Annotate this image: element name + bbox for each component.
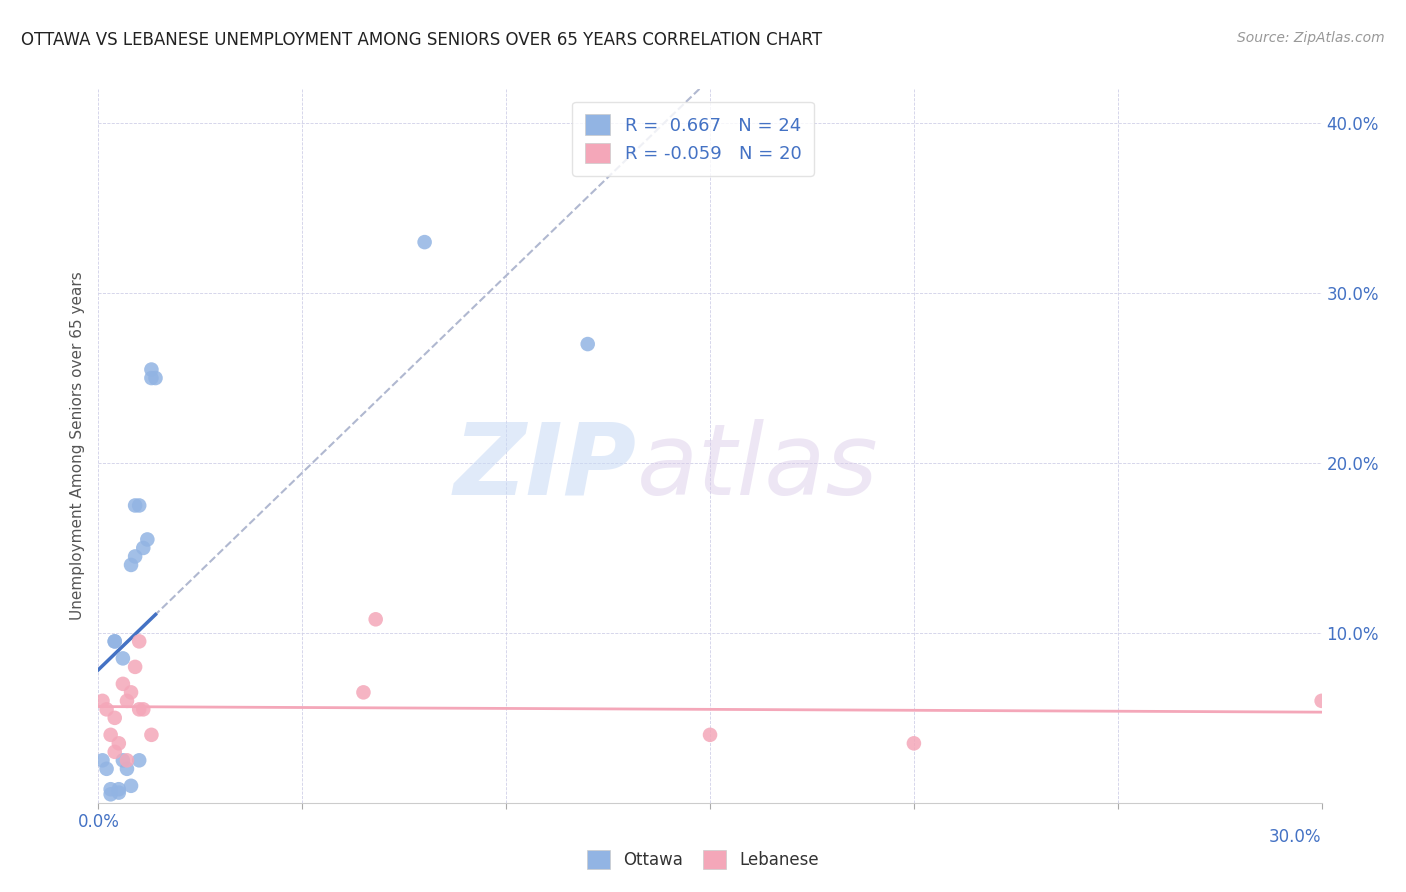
Point	[104, 634, 127, 648]
Point	[145, 371, 167, 385]
Point	[120, 558, 142, 572]
Point	[108, 786, 131, 800]
Point	[104, 745, 127, 759]
Point	[111, 753, 134, 767]
Point	[91, 694, 114, 708]
Legend: R =  0.667   N = 24, R = -0.059   N = 20: R = 0.667 N = 24, R = -0.059 N = 20	[572, 102, 814, 176]
Y-axis label: Unemployment Among Seniors over 65 years: Unemployment Among Seniors over 65 years	[70, 272, 86, 620]
Legend: Ottawa, Lebanese: Ottawa, Lebanese	[576, 840, 830, 880]
Text: 30.0%: 30.0%	[1270, 828, 1322, 846]
Point	[128, 499, 150, 513]
Point	[124, 499, 146, 513]
Point	[100, 782, 122, 797]
Point	[115, 753, 138, 767]
Point	[104, 711, 127, 725]
Point	[91, 753, 114, 767]
Text: OTTAWA VS LEBANESE UNEMPLOYMENT AMONG SENIORS OVER 65 YEARS CORRELATION CHART: OTTAWA VS LEBANESE UNEMPLOYMENT AMONG SE…	[21, 31, 823, 49]
Point	[132, 702, 155, 716]
Point	[100, 728, 122, 742]
Point	[124, 660, 146, 674]
Point	[124, 549, 146, 564]
Point	[115, 762, 138, 776]
Point	[141, 728, 163, 742]
Point	[136, 533, 159, 547]
Point	[903, 736, 925, 750]
Point	[108, 736, 131, 750]
Point	[128, 634, 150, 648]
Point	[120, 779, 142, 793]
Point	[132, 541, 155, 555]
Point	[141, 362, 163, 376]
Point	[413, 235, 436, 249]
Point	[96, 762, 118, 776]
Point	[128, 753, 150, 767]
Point	[108, 782, 131, 797]
Point	[352, 685, 374, 699]
Point	[100, 787, 122, 801]
Point	[1310, 694, 1333, 708]
Point	[96, 702, 118, 716]
Point	[141, 371, 163, 385]
Point	[128, 702, 150, 716]
Point	[120, 685, 142, 699]
Point	[115, 694, 138, 708]
Point	[111, 677, 134, 691]
Point	[111, 651, 134, 665]
Point	[104, 634, 127, 648]
Point	[364, 612, 387, 626]
Text: ZIP: ZIP	[454, 419, 637, 516]
Point	[576, 337, 599, 351]
Text: Source: ZipAtlas.com: Source: ZipAtlas.com	[1237, 31, 1385, 45]
Text: atlas: atlas	[637, 419, 879, 516]
Point	[699, 728, 721, 742]
